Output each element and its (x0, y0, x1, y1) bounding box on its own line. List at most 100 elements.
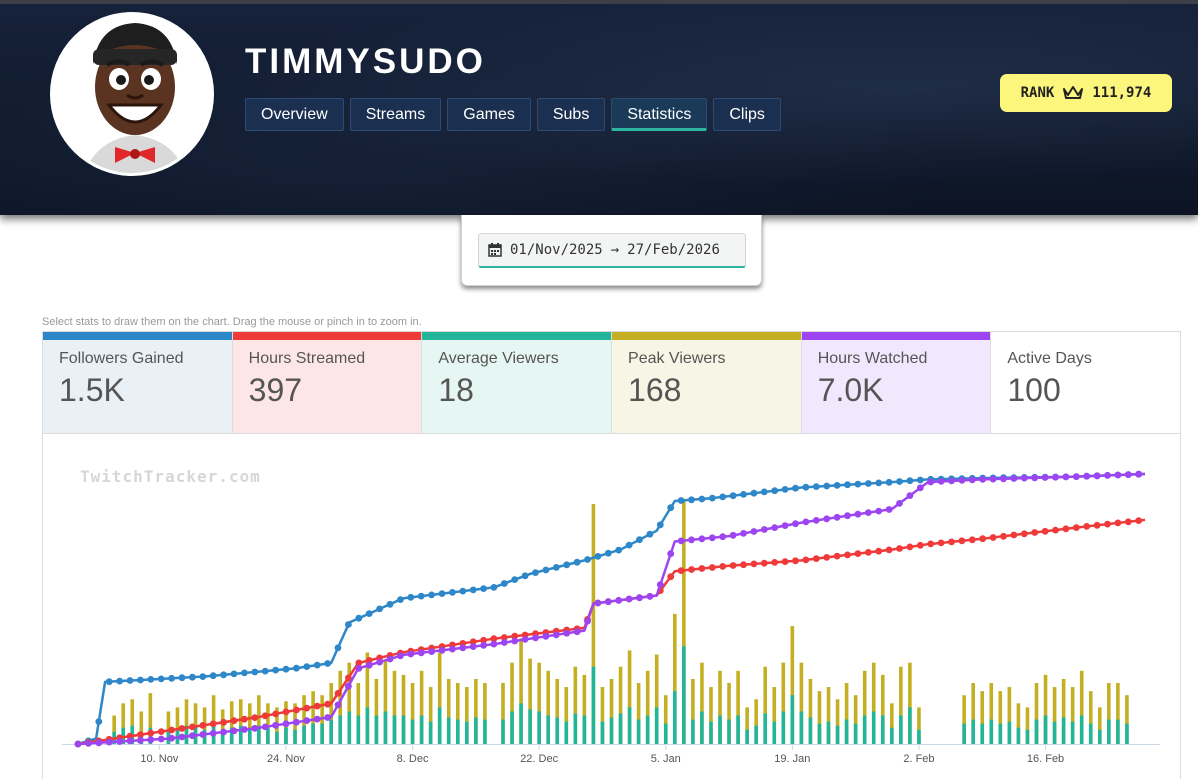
series-point (844, 551, 851, 559)
peak-viewers-bar (754, 699, 758, 744)
peak-viewers-bar (564, 687, 569, 744)
peak-viewers-bar (555, 678, 560, 744)
series-point (968, 536, 976, 544)
average-viewers-bar (1007, 721, 1012, 744)
series-point (708, 534, 716, 542)
peak-viewers-bar (1107, 683, 1111, 744)
series-point (1062, 525, 1070, 533)
stat-peak-viewers[interactable]: Peak Viewers 168 (612, 332, 802, 433)
peak-viewers-bar (211, 695, 216, 744)
average-viewers-bar (338, 715, 343, 744)
tab-games[interactable]: Games (447, 98, 531, 131)
average-viewers-bar (1034, 719, 1039, 744)
tab-overview[interactable]: Overview (245, 98, 344, 131)
series-point (1062, 473, 1070, 481)
average-viewers-bar (862, 715, 867, 744)
peak-viewers-bar (401, 674, 406, 744)
series-point (729, 562, 737, 569)
peak-viewers-bar (736, 670, 740, 744)
rank-label: RANK (1020, 85, 1055, 101)
series-point (303, 663, 311, 670)
stat-average-viewers[interactable]: Average Viewers 18 (422, 332, 613, 433)
channel-avatar[interactable] (50, 12, 214, 176)
series-point (282, 665, 290, 673)
series-point (937, 539, 945, 547)
average-viewers-bar (980, 723, 985, 744)
series-point (251, 714, 259, 721)
peak-viewers-bar (727, 683, 731, 744)
stat-hours-watched[interactable]: Hours Watched 7.0K (801, 332, 992, 433)
average-viewers-bar (455, 719, 460, 744)
series-point (1020, 530, 1028, 538)
series-point (573, 558, 581, 566)
average-viewers-bar (184, 725, 189, 744)
peak-viewers-bar (112, 715, 116, 744)
average-viewers-bar (654, 707, 659, 744)
rank-badge[interactable]: RANK 111,974 (1000, 74, 1172, 112)
stat-active-days[interactable]: Active Days 100 (991, 332, 1181, 433)
series-point (615, 546, 623, 554)
series-point (532, 569, 539, 576)
average-viewers-bar (971, 719, 975, 744)
tab-subs[interactable]: Subs (536, 98, 606, 131)
average-viewers-bar (582, 715, 587, 744)
series-point (916, 541, 924, 549)
stat-followers-gained[interactable]: Followers Gained 1.5K (43, 332, 233, 433)
average-viewers-bar (672, 691, 677, 744)
series-point (864, 549, 872, 556)
peak-viewers-bar (817, 691, 822, 744)
series-point (1000, 532, 1007, 540)
stat-hours-streamed[interactable]: Hours Streamed 397 (232, 332, 423, 433)
series-point (1104, 520, 1111, 528)
average-viewers-bar (718, 715, 722, 744)
peak-viewers-bar (908, 662, 912, 744)
average-viewers-bar (365, 707, 370, 744)
peak-viewers-bar (175, 707, 180, 744)
peak-viewers-bar (166, 711, 171, 744)
series-point (438, 646, 446, 654)
tab-statistics[interactable]: Statistics (611, 98, 708, 131)
series-point (157, 735, 165, 743)
series-point (760, 488, 768, 496)
series-point (189, 673, 196, 681)
average-viewers-bar (392, 715, 397, 744)
average-viewers-bar (519, 703, 523, 744)
series-point (397, 596, 404, 603)
peak-viewers-bar (257, 695, 261, 744)
series-point (708, 564, 716, 571)
chart-area[interactable] (42, 434, 1181, 779)
series-point (636, 536, 643, 544)
average-viewers-bar (618, 713, 623, 744)
peak-viewers-bar (465, 687, 469, 744)
series-point (500, 639, 508, 646)
peak-viewers-bar (880, 674, 885, 744)
series-point (272, 666, 279, 674)
average-viewers-bar (374, 715, 379, 744)
peak-viewers-bar (121, 703, 126, 744)
series-point (740, 561, 747, 569)
series-point (719, 563, 727, 570)
series-point (209, 672, 217, 680)
stat-color-bar (991, 332, 1181, 340)
series-point (137, 736, 144, 744)
tab-streams[interactable]: Streams (349, 98, 442, 131)
peak-viewers-bar (365, 652, 370, 744)
average-viewers-bar (691, 719, 695, 744)
date-range-picker[interactable]: 01/Nov/2025 → 27/Feb/2026 (478, 233, 746, 268)
average-viewers-bar (817, 723, 822, 744)
peak-viewers-bar (184, 699, 189, 744)
series-point (1031, 529, 1039, 536)
series-point (365, 657, 373, 664)
average-viewers-bar (700, 711, 704, 744)
series-point (324, 700, 331, 708)
tab-clips[interactable]: Clips (713, 98, 781, 131)
average-viewers-bar (1107, 719, 1111, 744)
peak-viewers-bar (437, 652, 442, 744)
series-point (417, 592, 425, 600)
series-point (584, 556, 591, 563)
stat-label: Hours Watched (817, 350, 928, 367)
peak-viewers-bar (1016, 703, 1021, 744)
average-viewers-bar (419, 715, 424, 744)
series-point (334, 644, 342, 652)
